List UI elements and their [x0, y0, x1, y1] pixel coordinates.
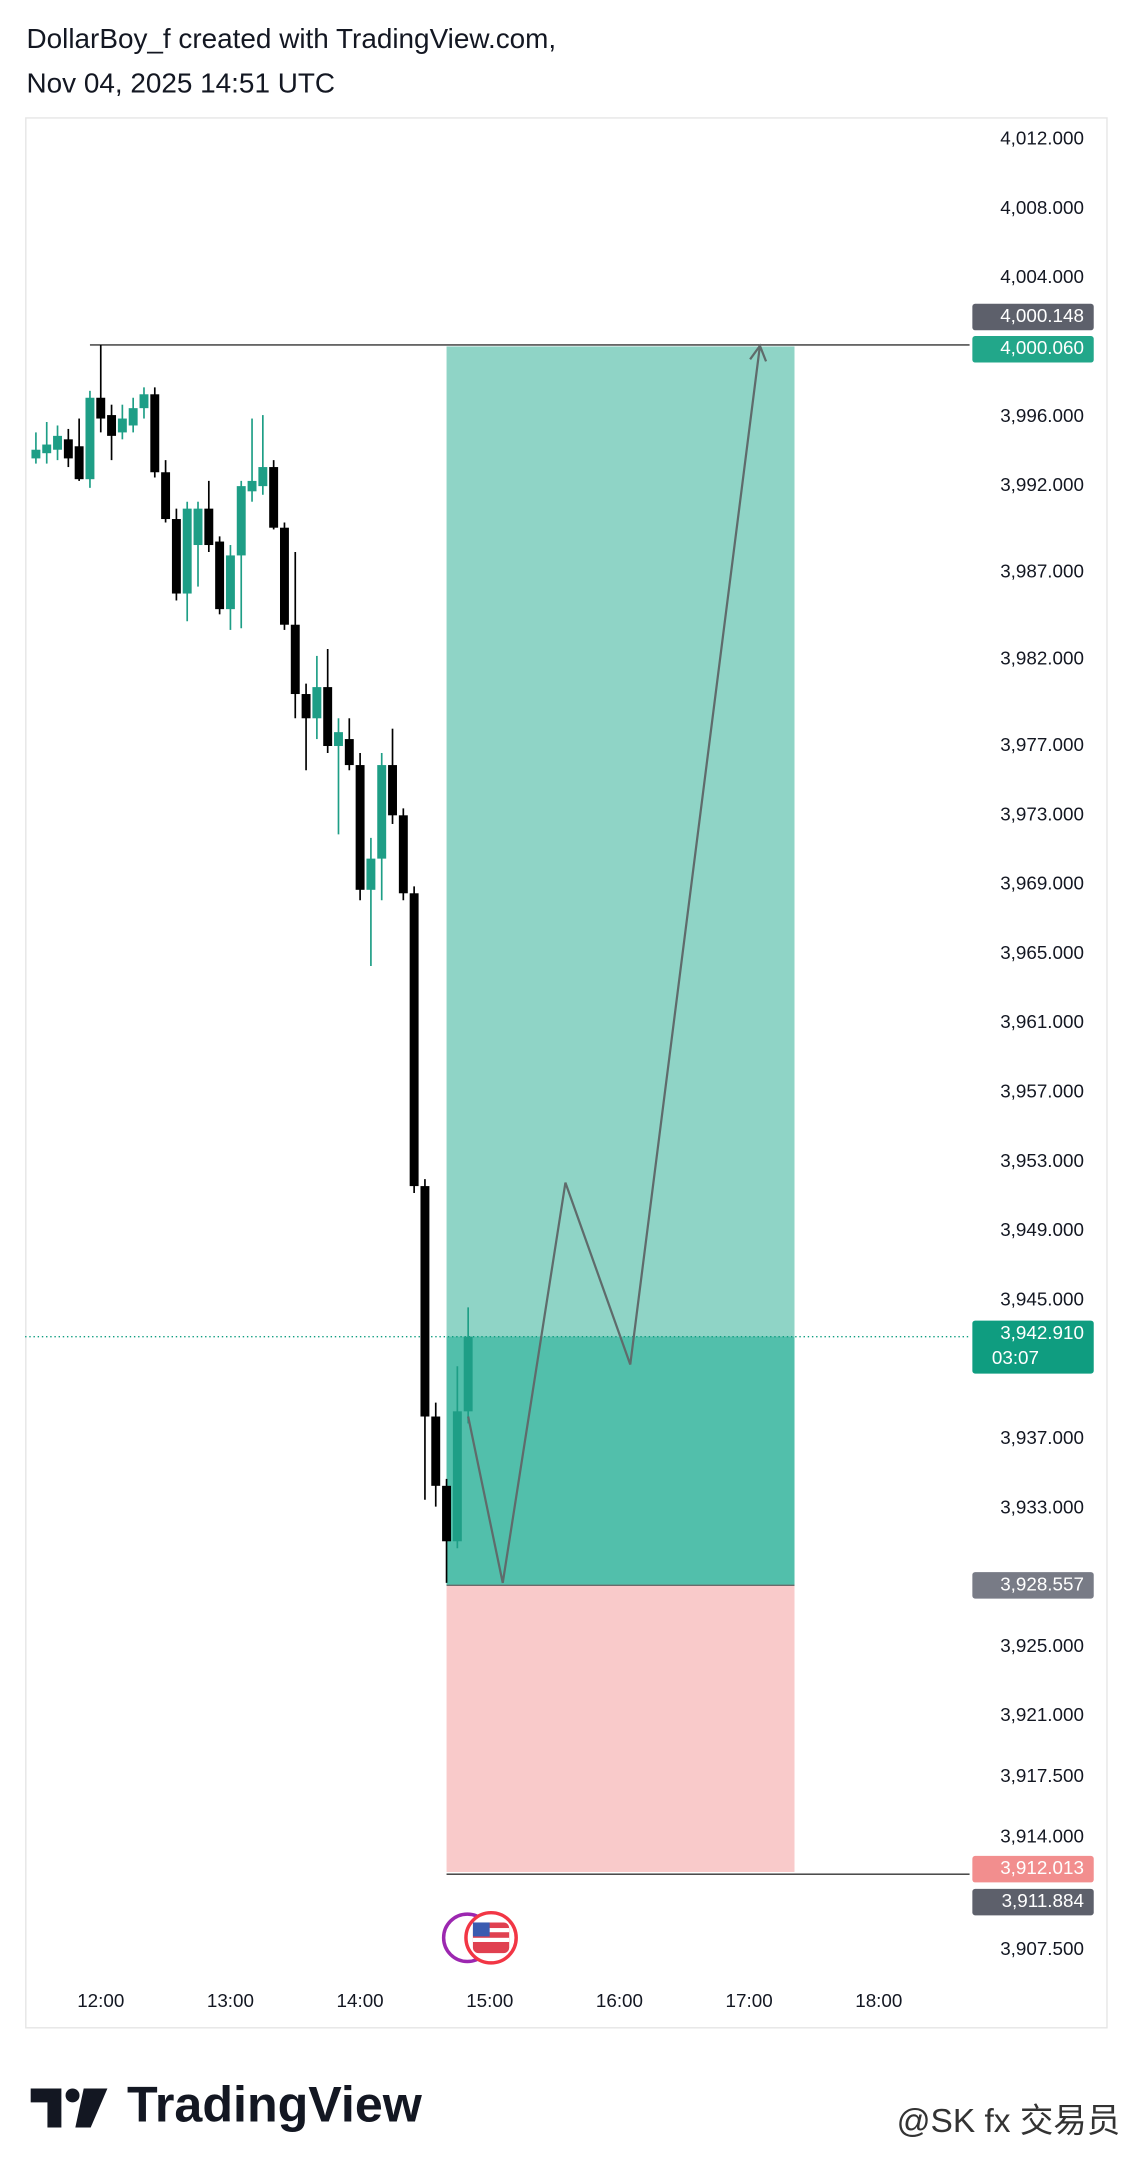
- x-tick-label: 12:00: [77, 1990, 124, 2011]
- candle-body: [420, 1186, 430, 1417]
- y-tick-label: 3,933.000: [1000, 1496, 1084, 1517]
- y-tick-label: 3,957.000: [1000, 1080, 1084, 1101]
- price-label-box: [972, 303, 1094, 331]
- y-tick-label: 3,965.000: [1000, 942, 1084, 963]
- price-label: 4,000.148: [1000, 305, 1084, 326]
- candle-body: [247, 480, 257, 492]
- candle-body: [290, 624, 300, 695]
- x-tick-label: 13:00: [207, 1990, 254, 2011]
- candle-body: [85, 397, 95, 480]
- candle-body: [334, 732, 343, 747]
- price-label: 3,942.910: [1000, 1322, 1084, 1343]
- candle-body: [452, 1411, 462, 1542]
- candle-body: [312, 687, 322, 719]
- candle-body: [128, 408, 138, 426]
- candle-body: [431, 1416, 441, 1486]
- y-tick-label: 4,004.000: [1000, 266, 1084, 287]
- y-tick-label: 3,961.000: [1000, 1011, 1084, 1032]
- candle-body: [366, 858, 376, 890]
- open-profit-zone: [446, 1336, 795, 1586]
- candle-body: [193, 508, 203, 546]
- candle-body: [355, 765, 365, 890]
- candle-body: [225, 555, 235, 610]
- frame: [25, 117, 1108, 2029]
- candle-body: [53, 435, 62, 450]
- event-icons: [441, 1910, 518, 1965]
- y-tick-label: 4,008.000: [1000, 197, 1084, 218]
- y-tick-label: 3,973.000: [1000, 803, 1084, 824]
- y-tick-label: 3,917.500: [1000, 1765, 1084, 1786]
- y-tick-label: 3,953.000: [1000, 1150, 1084, 1171]
- y-tick-label: 3,969.000: [1000, 873, 1084, 894]
- candle-body: [117, 418, 127, 433]
- loss-zone: [446, 1585, 795, 1872]
- x-tick-label: 17:00: [726, 1990, 773, 2011]
- candle-body: [74, 446, 84, 480]
- candle-body: [344, 739, 354, 766]
- candle-body: [236, 486, 246, 556]
- projection-line: [467, 345, 762, 1584]
- candle-body: [63, 439, 73, 459]
- candle-body: [182, 508, 192, 594]
- candle-body: [279, 527, 289, 625]
- y-tick-label: 3,937.000: [1000, 1427, 1084, 1448]
- candle-body: [42, 444, 52, 454]
- x-tick-label: 16:00: [596, 1990, 643, 2011]
- candle-body: [442, 1485, 452, 1542]
- candle-body: [301, 694, 311, 719]
- y-tick-label: 3,992.000: [1000, 474, 1084, 495]
- price-label: 3,912.013: [1000, 1857, 1084, 1878]
- candle-body: [96, 397, 106, 419]
- x-tick-label: 15:00: [466, 1990, 513, 2011]
- y-tick-label: 3,907.500: [1000, 1938, 1084, 1959]
- projection-arrow: [749, 343, 768, 362]
- price-label: 3,928.557: [1000, 1573, 1084, 1594]
- header-line: Nov 04, 2025 14:51 UTC: [27, 68, 336, 99]
- price-label-box: [972, 1572, 1094, 1599]
- y-tick-label: 3,987.000: [1000, 561, 1084, 582]
- candle-body: [377, 765, 387, 859]
- watermark: @SK fx 交易员: [897, 2103, 1121, 2140]
- candle-body: [150, 394, 160, 473]
- price-label-box: [972, 336, 1094, 363]
- price-label-box: [972, 1320, 1094, 1374]
- y-tick-label: 3,914.000: [1000, 1826, 1084, 1847]
- x-tick-label: 14:00: [337, 1990, 384, 2011]
- price-label: 4,000.060: [1000, 337, 1084, 358]
- logo: TradingView: [30, 2076, 423, 2132]
- brand: TradingView: [127, 2076, 423, 2132]
- candle-body: [269, 467, 279, 528]
- y-tick-label: 3,925.000: [1000, 1635, 1084, 1656]
- y-tick-label: 3,977.000: [1000, 734, 1084, 755]
- candle-body: [171, 519, 181, 594]
- y-tick-label: 4,012.000: [1000, 128, 1084, 149]
- candle-body: [107, 415, 117, 436]
- candle-body: [409, 893, 419, 1187]
- candle-body: [388, 765, 397, 816]
- candle-body: [323, 687, 333, 747]
- candle-body: [139, 394, 149, 409]
- price-label-box: [972, 1888, 1094, 1916]
- x-tick-label: 18:00: [855, 1990, 902, 2011]
- y-tick-label: 3,921.000: [1000, 1704, 1084, 1725]
- candle-body: [258, 467, 268, 487]
- candle-body: [215, 541, 225, 610]
- y-tick-label: 3,982.000: [1000, 647, 1084, 668]
- header-line: DollarBoy_f created with TradingView.com…: [27, 23, 557, 54]
- candle-body: [398, 815, 408, 894]
- candle-body: [463, 1336, 473, 1412]
- y-tick-label: 3,996.000: [1000, 405, 1084, 426]
- candle-body: [161, 472, 171, 520]
- countdown: 03:07: [992, 1347, 1039, 1368]
- plot: 4,012.000 4,008.000 4,004.000 3,996.000 3,99…: [25, 128, 1094, 2011]
- y-tick-label: 3,945.000: [1000, 1288, 1084, 1309]
- candle-body: [31, 449, 41, 459]
- price-label: 3,911.884: [1002, 1890, 1084, 1911]
- candle-body: [204, 508, 214, 546]
- price-label-box: [972, 1855, 1094, 1883]
- y-tick-label: 3,949.000: [1000, 1219, 1084, 1240]
